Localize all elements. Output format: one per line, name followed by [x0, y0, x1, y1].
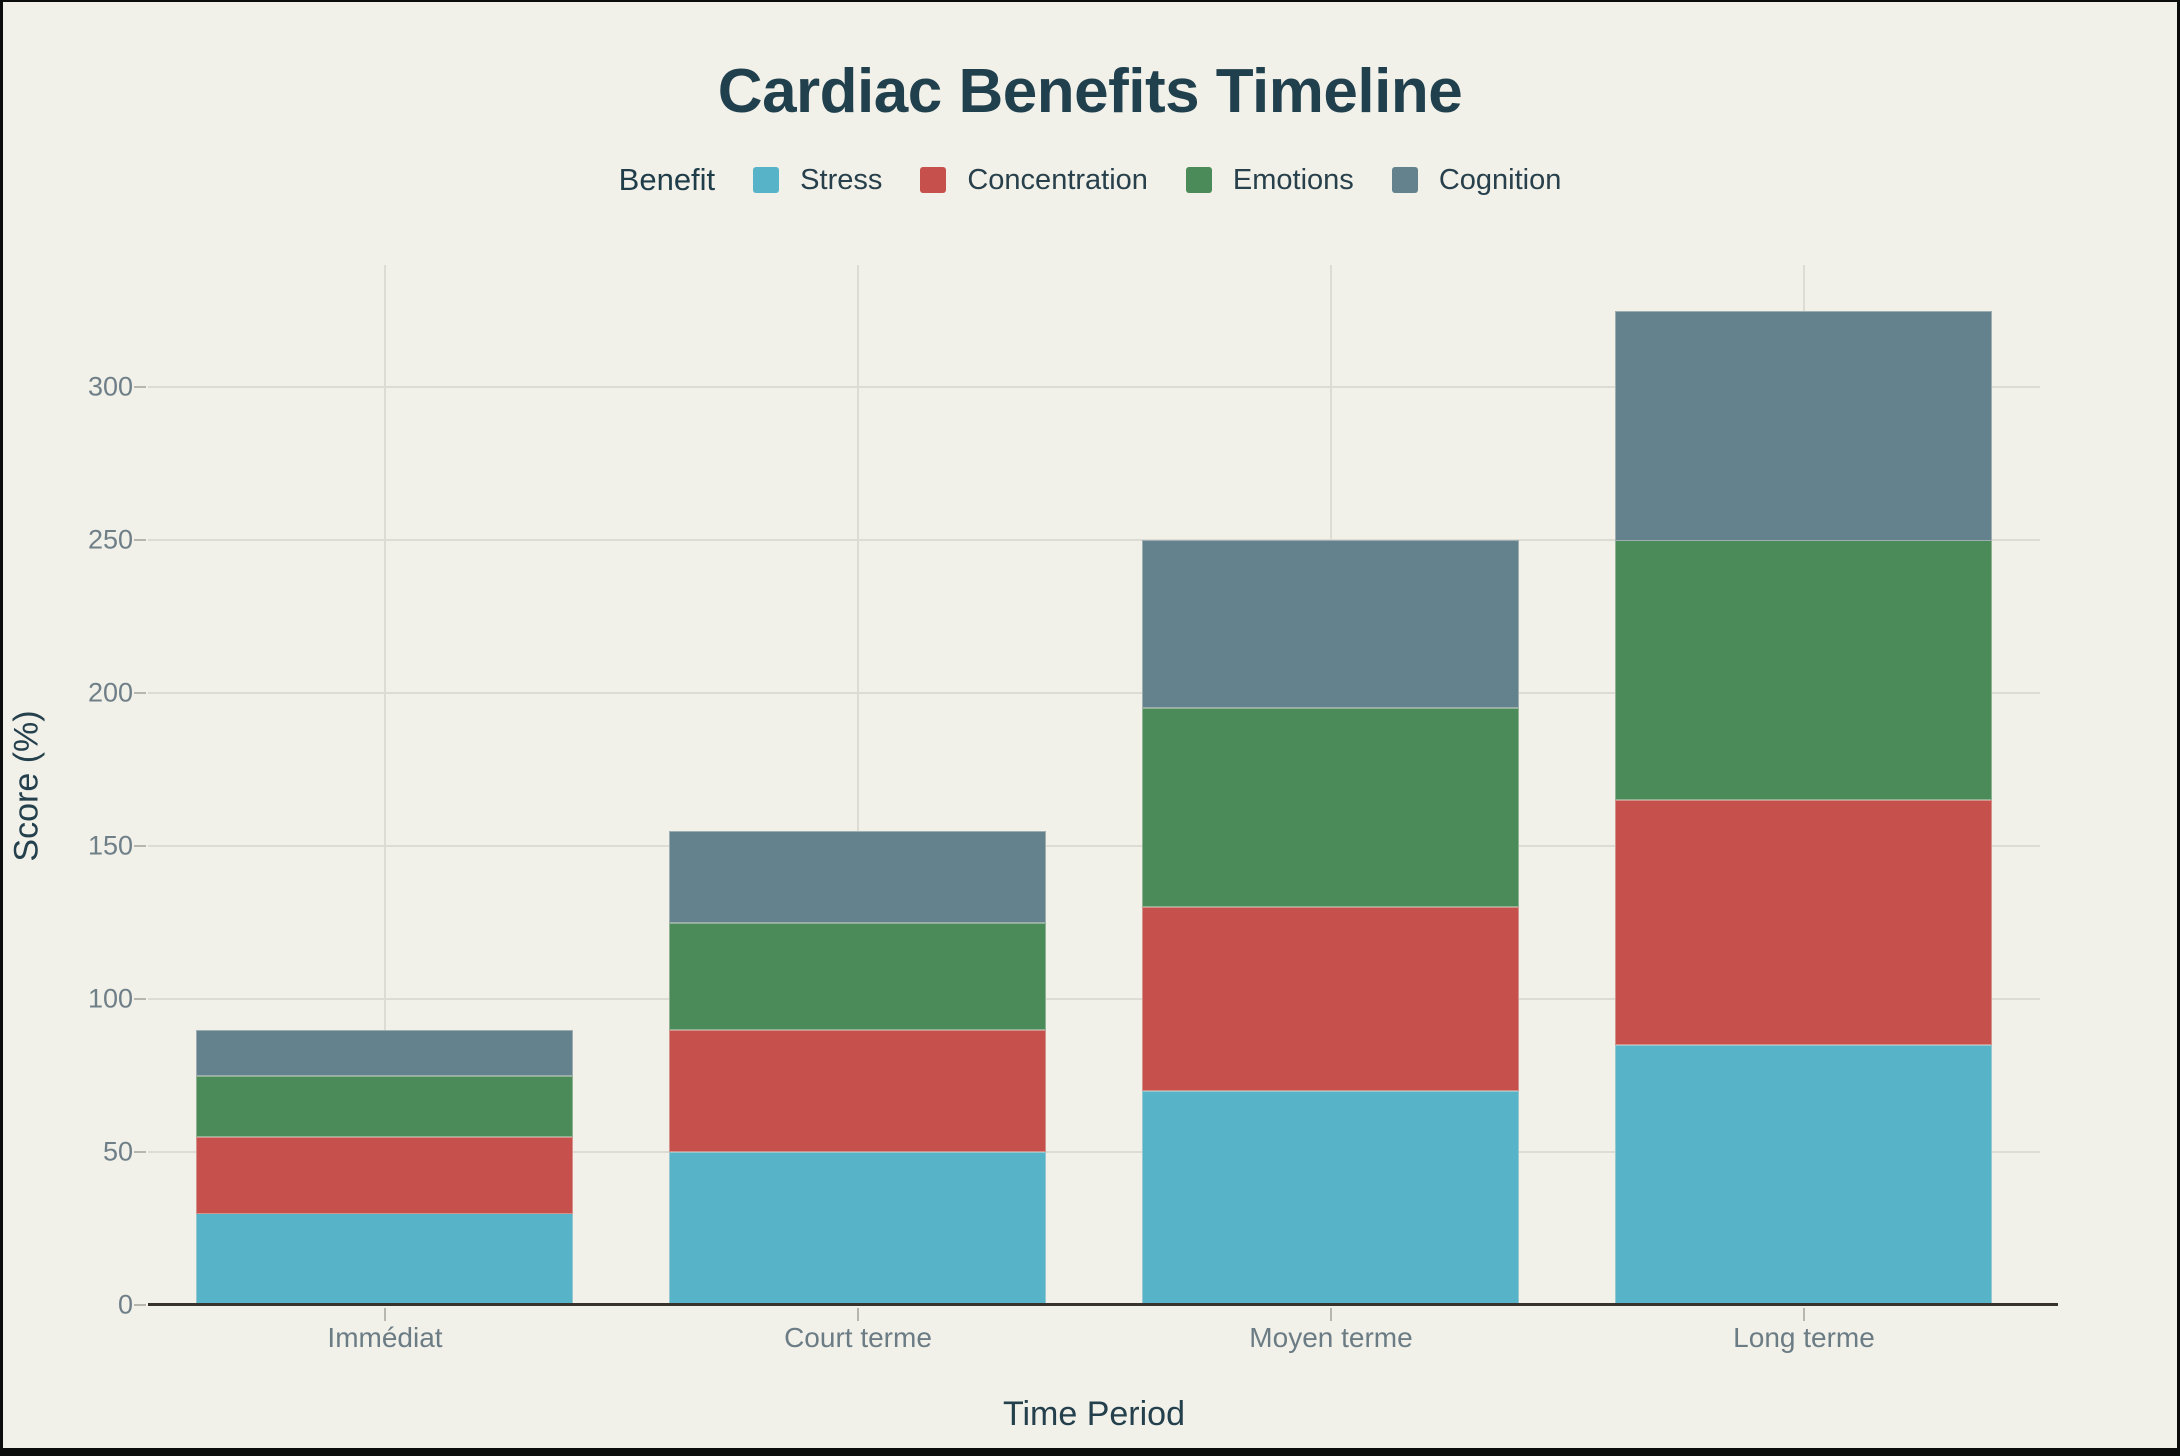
plot-area: 0 50 100 150 200 250 300 Immédiat Court terme Moy…	[3, 2, 2177, 1448]
bar-segment-stress-1	[669, 1152, 1046, 1305]
y-tick-mark-200	[134, 692, 146, 694]
bar-segment-concentration-3	[1615, 800, 1992, 1045]
legend-item-label: Emotions	[1232, 163, 1354, 196]
bar-segment-concentration-1	[669, 1030, 1046, 1152]
gridline-y-150	[148, 845, 2040, 847]
x-axis-title: Time Period	[1002, 1395, 1186, 1433]
y-tick-label-300: 300	[87, 371, 133, 402]
y-tick-label-250: 250	[87, 524, 133, 555]
legend-item-concentration: Concentration	[920, 164, 1148, 197]
legend-item-label: Concentration	[967, 163, 1148, 196]
legend-swatch-concentration	[920, 167, 947, 193]
legend-items: Stress Concentration Emotions Cognition	[753, 164, 1561, 197]
chart-canvas: Cardiac Benefits Timeline Benefit Stress…	[3, 2, 2177, 1448]
legend-item-label: Cognition	[1438, 163, 1562, 196]
legend-swatch-emotions	[1185, 167, 1212, 193]
gridline-y-300	[148, 386, 2040, 388]
legend-item-cognition: Cognition	[1391, 163, 1562, 197]
y-tick-label-200: 200	[87, 677, 133, 708]
bar-segment-cognition-3	[1615, 311, 1992, 541]
legend-swatch-cognition	[1391, 167, 1418, 193]
bar-segment-stress-2	[1142, 1091, 1519, 1305]
chart-title: Cardiac Benefits Timeline	[717, 57, 1463, 126]
legend-title: Benefit	[618, 162, 716, 197]
bar-segment-emotions-1	[669, 923, 1046, 1030]
bar-segment-concentration-0	[196, 1137, 573, 1214]
y-axis-title: Score (%)	[7, 710, 46, 862]
y-tick-mark-50	[134, 1151, 146, 1153]
bar-segment-cognition-2	[1142, 540, 1519, 708]
gridline-x-1	[857, 265, 859, 1305]
x-tick-mark-1	[857, 1308, 859, 1321]
x-tick-mark-0	[384, 1308, 386, 1321]
x-tick-mark-3	[1803, 1308, 1805, 1321]
gridline-x-0	[384, 265, 386, 1305]
y-tick-mark-0	[134, 1304, 146, 1306]
legend-item-label: Stress	[800, 163, 883, 196]
gridline-y-50	[148, 1151, 2040, 1153]
bar-segment-emotions-3	[1615, 540, 1992, 800]
x-category-label-2: Moyen terme	[1249, 1322, 1413, 1353]
bar-segment-emotions-2	[1142, 708, 1519, 907]
bar-segment-concentration-2	[1142, 907, 1519, 1091]
bar-segment-cognition-1	[669, 831, 1046, 923]
x-tick-mark-2	[1330, 1308, 1332, 1321]
bar-segment-cognition-0	[196, 1030, 573, 1076]
y-tick-mark-300	[134, 386, 146, 388]
x-category-label-0: Immédiat	[327, 1322, 443, 1353]
bar-segment-stress-3	[1615, 1045, 1992, 1305]
legend: Benefit Stress Concentration Emotions Cogni…	[3, 162, 2177, 198]
y-tick-label-100: 100	[87, 983, 133, 1014]
legend-swatch-stress	[753, 167, 780, 193]
y-tick-label-50: 50	[102, 1136, 133, 1167]
legend-item-emotions: Emotions	[1185, 163, 1354, 197]
gridline-y-100	[148, 998, 2040, 1000]
x-axis-line	[148, 1303, 2058, 1306]
bar-segment-stress-0	[196, 1213, 573, 1305]
y-tick-mark-100	[134, 998, 146, 1000]
y-tick-label-150: 150	[87, 830, 133, 861]
bar-segment-emotions-0	[196, 1076, 573, 1137]
gridline-y-250	[148, 539, 2040, 541]
legend-item-stress: Stress	[753, 164, 882, 197]
y-tick-mark-250	[134, 539, 146, 541]
x-category-label-1: Court terme	[784, 1322, 932, 1353]
y-tick-label-0: 0	[117, 1289, 133, 1320]
gridline-y-200	[148, 692, 2040, 694]
y-tick-mark-150	[134, 845, 146, 847]
x-category-label-3: Long terme	[1733, 1322, 1875, 1353]
